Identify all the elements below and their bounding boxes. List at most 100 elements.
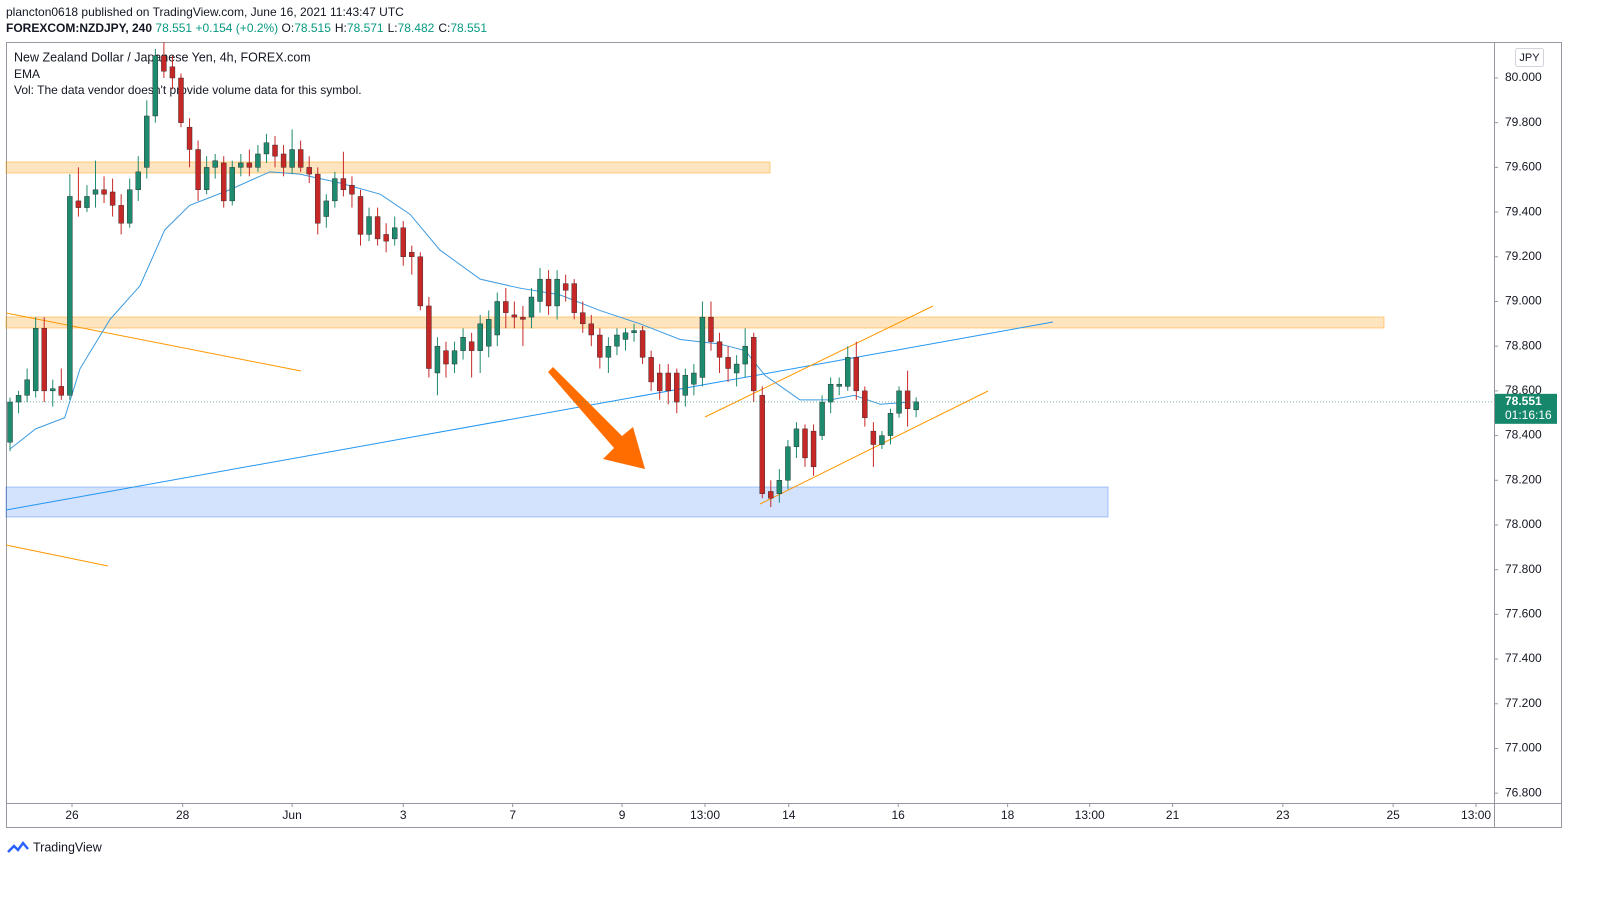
candle-body	[426, 305, 432, 369]
candle-body	[682, 375, 689, 396]
candle-body	[520, 316, 526, 320]
candle-body	[887, 413, 894, 436]
candle-body	[297, 149, 304, 168]
y-tick-label: 78.800	[1505, 338, 1542, 352]
ohlc-values: O:78.515 H:78.571 L:78.482 C:78.551	[282, 21, 492, 35]
candle-body	[460, 337, 466, 351]
ohlc-label: L:	[387, 21, 398, 35]
candle-body	[306, 167, 312, 175]
x-tick-label: 25	[1386, 808, 1400, 822]
y-tick-label: 77.200	[1505, 696, 1542, 710]
candle-body	[725, 357, 731, 369]
candle-body	[272, 144, 278, 157]
candle-body	[802, 428, 808, 459]
candle-body	[212, 160, 218, 168]
ema-line	[9, 171, 911, 450]
x-tick-label: 26	[65, 808, 79, 822]
candle-body	[827, 383, 834, 403]
y-tick-label: 78.600	[1505, 383, 1542, 397]
candle-body	[785, 446, 791, 481]
candle-body	[366, 216, 372, 235]
candle-body	[118, 205, 124, 224]
y-tick-label: 76.800	[1505, 785, 1542, 799]
y-tick-label: 79.200	[1505, 249, 1542, 263]
candle-body	[691, 372, 697, 385]
candle-body	[161, 55, 167, 72]
candle-body	[622, 332, 629, 340]
candle-body	[845, 357, 851, 387]
candle-body	[605, 345, 612, 358]
x-tick-label: 16	[892, 808, 906, 822]
candle-body	[879, 435, 885, 445]
candle-body	[477, 323, 483, 351]
footer-logo	[7, 840, 29, 853]
x-tick-label: 18	[1001, 808, 1015, 822]
x-tick-label: 13:00	[690, 808, 720, 822]
x-tick-label: 13:00	[1461, 808, 1491, 822]
ohlc-value: 78.482	[397, 21, 435, 35]
candle-body	[571, 283, 577, 313]
candle-body	[537, 278, 543, 302]
candle-body	[580, 312, 586, 325]
currency-button[interactable]	[1515, 48, 1544, 67]
candle-body	[503, 301, 509, 313]
candle-body	[263, 142, 270, 155]
y-tick-label: 78.000	[1505, 517, 1542, 531]
x-tick-label: 7	[509, 808, 516, 822]
candle-body	[152, 55, 159, 117]
candle-body	[84, 196, 90, 208]
candle-body	[810, 430, 817, 468]
legend-ema: EMA	[14, 67, 40, 81]
y-tick-label: 78.200	[1505, 472, 1542, 486]
support-zone	[5, 486, 1109, 518]
candle-body	[674, 372, 680, 403]
change: +0.154 (+0.2%)	[195, 21, 279, 35]
candle-body	[443, 350, 449, 365]
candle-body	[238, 162, 244, 168]
trend-line	[5, 312, 302, 372]
last-price: 78.551	[1505, 394, 1542, 408]
candle-body	[631, 330, 637, 333]
y-tick-label: 77.600	[1505, 607, 1542, 621]
candle-body	[24, 379, 30, 396]
candle-body	[588, 323, 595, 336]
trend-line	[5, 321, 1054, 511]
candle-body	[554, 278, 560, 307]
candle-body	[383, 234, 389, 242]
candle-body	[255, 153, 261, 168]
candle-body	[836, 383, 842, 387]
candle-body	[32, 328, 39, 392]
candle-body	[109, 191, 116, 206]
candle-body	[648, 357, 654, 383]
y-tick-label: 77.000	[1505, 741, 1542, 755]
candle-body	[562, 283, 569, 291]
x-tick-label: 21	[1166, 808, 1180, 822]
candle-body	[716, 341, 723, 358]
candle-body	[340, 178, 347, 190]
candle-body	[15, 395, 22, 403]
candle-body	[768, 491, 774, 499]
y-tick-label: 78.400	[1505, 428, 1542, 442]
candle-body	[639, 330, 646, 358]
candle-body	[708, 316, 714, 342]
resistance-zone	[5, 316, 1385, 329]
candle-body	[862, 390, 868, 418]
candle-body	[528, 296, 535, 318]
candle-body	[751, 337, 757, 392]
candle-body	[699, 316, 706, 378]
ohlc-label: H:	[334, 21, 347, 35]
candle-body	[656, 372, 663, 392]
candle-body	[323, 200, 330, 217]
candle-body	[417, 256, 424, 307]
x-tick-label: 3	[400, 808, 407, 822]
candle-body	[50, 388, 56, 392]
y-tick-label: 79.000	[1505, 294, 1542, 308]
y-tick-label: 80.000	[1505, 70, 1542, 84]
price: 78.551	[155, 21, 193, 35]
candle-body	[597, 334, 603, 358]
candle-body	[144, 115, 150, 168]
candle-body	[819, 401, 825, 436]
candle-body	[776, 480, 783, 494]
